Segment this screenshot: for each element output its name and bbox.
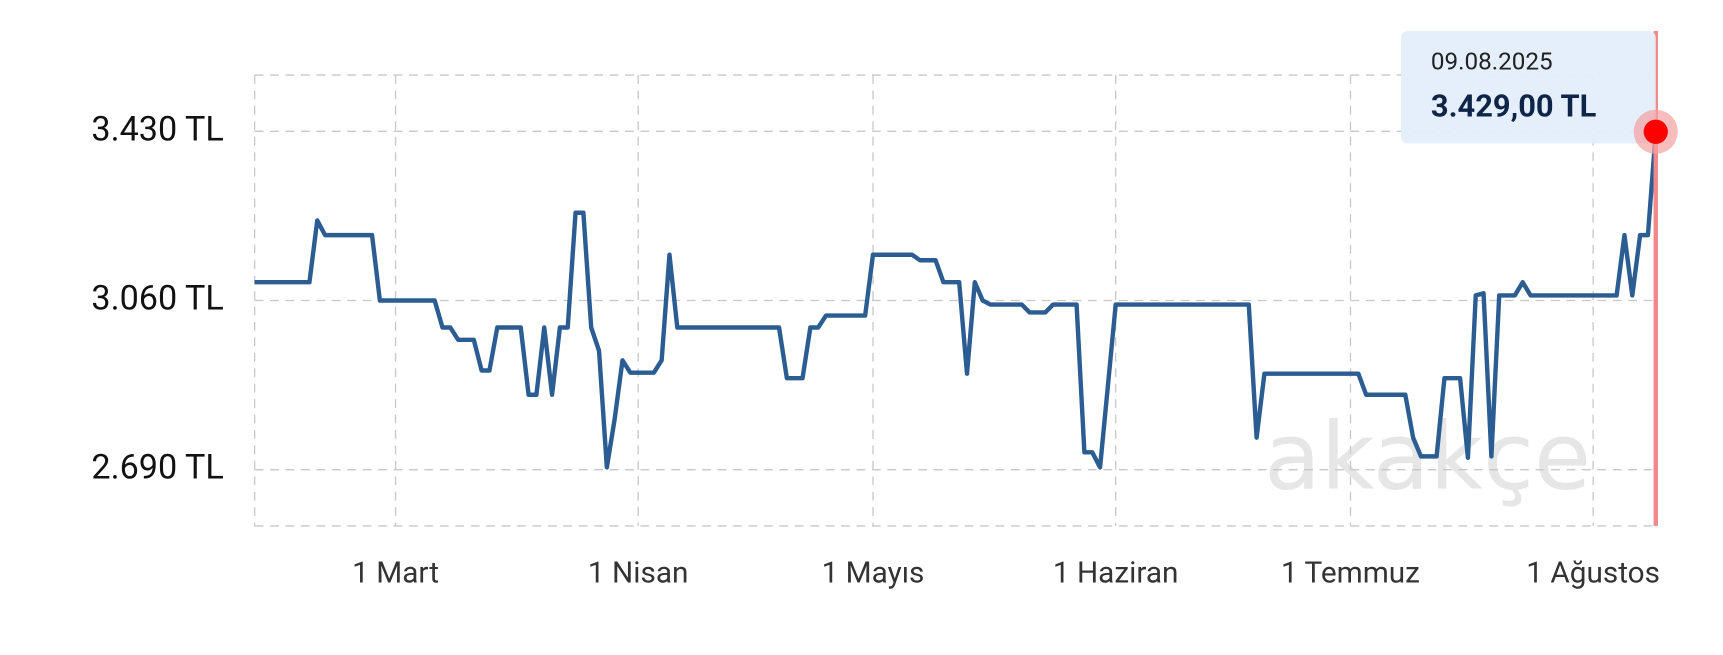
y-tick-label: 3.430 TL (91, 109, 223, 149)
price-line (254, 131, 1658, 470)
tooltip-point (1643, 119, 1668, 144)
tooltip-box (1401, 30, 1656, 144)
tooltip-date: 09.08.2025 (1431, 47, 1553, 75)
x-tick-label: 1 Temmuz (1281, 555, 1420, 590)
x-tick-label: 1 Mayıs (822, 555, 925, 590)
x-tick-label: 1 Nisan (588, 555, 689, 590)
tooltip-value: 3.429,00 TL (1431, 87, 1597, 124)
x-tick-label: 1 Haziran (1053, 555, 1179, 590)
y-tick-label: 2.690 TL (91, 448, 223, 488)
x-tick-label: 1 Mart (352, 555, 439, 590)
x-tick-label: 1 Ağustos (1526, 555, 1660, 590)
y-tick-label: 3.060 TL (91, 279, 223, 319)
